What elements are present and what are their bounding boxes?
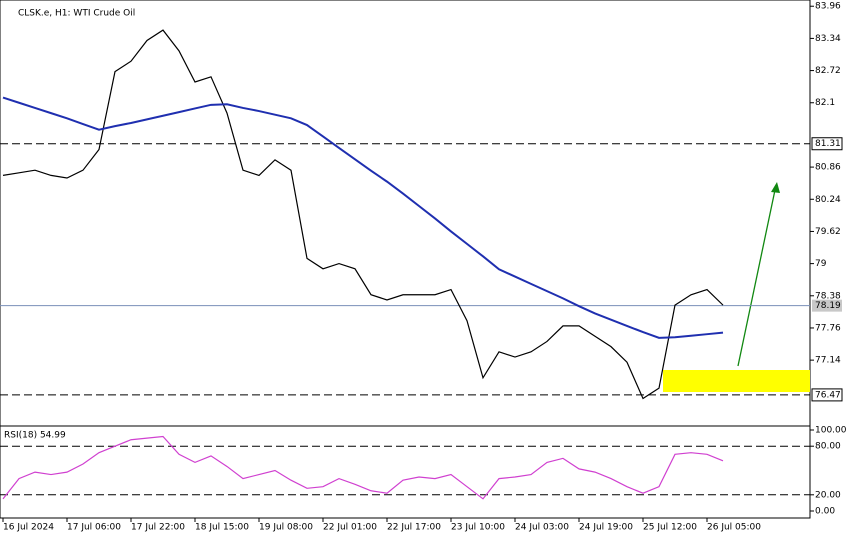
y-tick-label: 100.00: [815, 426, 847, 436]
y-tick-label: 79.62: [815, 227, 841, 237]
y-tick-label: 82.1: [815, 98, 835, 108]
x-tick-label: 23 Jul 10:00: [451, 523, 505, 533]
price-label: 78.19: [815, 301, 841, 311]
target-zone: [663, 370, 810, 392]
x-tick-label: 17 Jul 06:00: [67, 523, 121, 533]
y-tick-label: 80.24: [815, 195, 841, 205]
y-tick-label: 78.38: [815, 291, 841, 301]
y-tick-label: 77.14: [815, 356, 841, 366]
x-tick-label: 19 Jul 08:00: [259, 523, 313, 533]
series-line: [2, 29, 724, 400]
level-label: 76.47: [815, 390, 841, 400]
level-label-box: [811, 388, 843, 402]
y-tick-label: 82.72: [815, 66, 841, 76]
layers: 83.96 83.34 82.72 82.1 80.86 80.24 79.62 79 78.3…: [0, 2, 847, 533]
x-tick-label: 24 Jul 03:00: [515, 523, 569, 533]
arrow-head: [771, 182, 780, 193]
x-tick-label: 16 Jul 2024: [3, 523, 54, 533]
y-tick-label: 83.34: [815, 34, 841, 44]
x-tick-label: 26 Jul 05:00: [707, 523, 761, 533]
y-tick-label: 79: [815, 259, 827, 269]
forecast-arrow: [737, 189, 776, 367]
y-tick-label: 83.96: [815, 2, 841, 12]
level-label-box: [811, 137, 843, 151]
x-tick-label: 25 Jul 12:00: [643, 523, 697, 533]
series-line: [2, 435, 724, 500]
plot-frame: [0, 0, 811, 519]
y-tick-label: 0.00: [815, 507, 835, 517]
x-tick-label: 18 Jul 15:00: [195, 523, 249, 533]
x-tick-label: 24 Jul 19:00: [579, 523, 633, 533]
y-tick-label: 77.76: [815, 323, 841, 333]
y-tick-label: 80.86: [815, 163, 841, 173]
y-tick-label: 80.00: [815, 442, 841, 452]
chart-title: CLSK.e, H1: WTI Crude Oil: [18, 9, 135, 19]
series-line: [2, 96, 724, 339]
level-label: 81.31: [815, 139, 841, 149]
price-label-box: [812, 299, 842, 312]
x-tick-label: 22 Jul 01:00: [323, 523, 377, 533]
y-tick-label: 20.00: [815, 490, 841, 500]
x-tick-label: 17 Jul 22:00: [131, 523, 185, 533]
x-tick-label: 22 Jul 17:00: [387, 523, 441, 533]
rsi-title: RSI(18) 54.99: [4, 431, 66, 441]
